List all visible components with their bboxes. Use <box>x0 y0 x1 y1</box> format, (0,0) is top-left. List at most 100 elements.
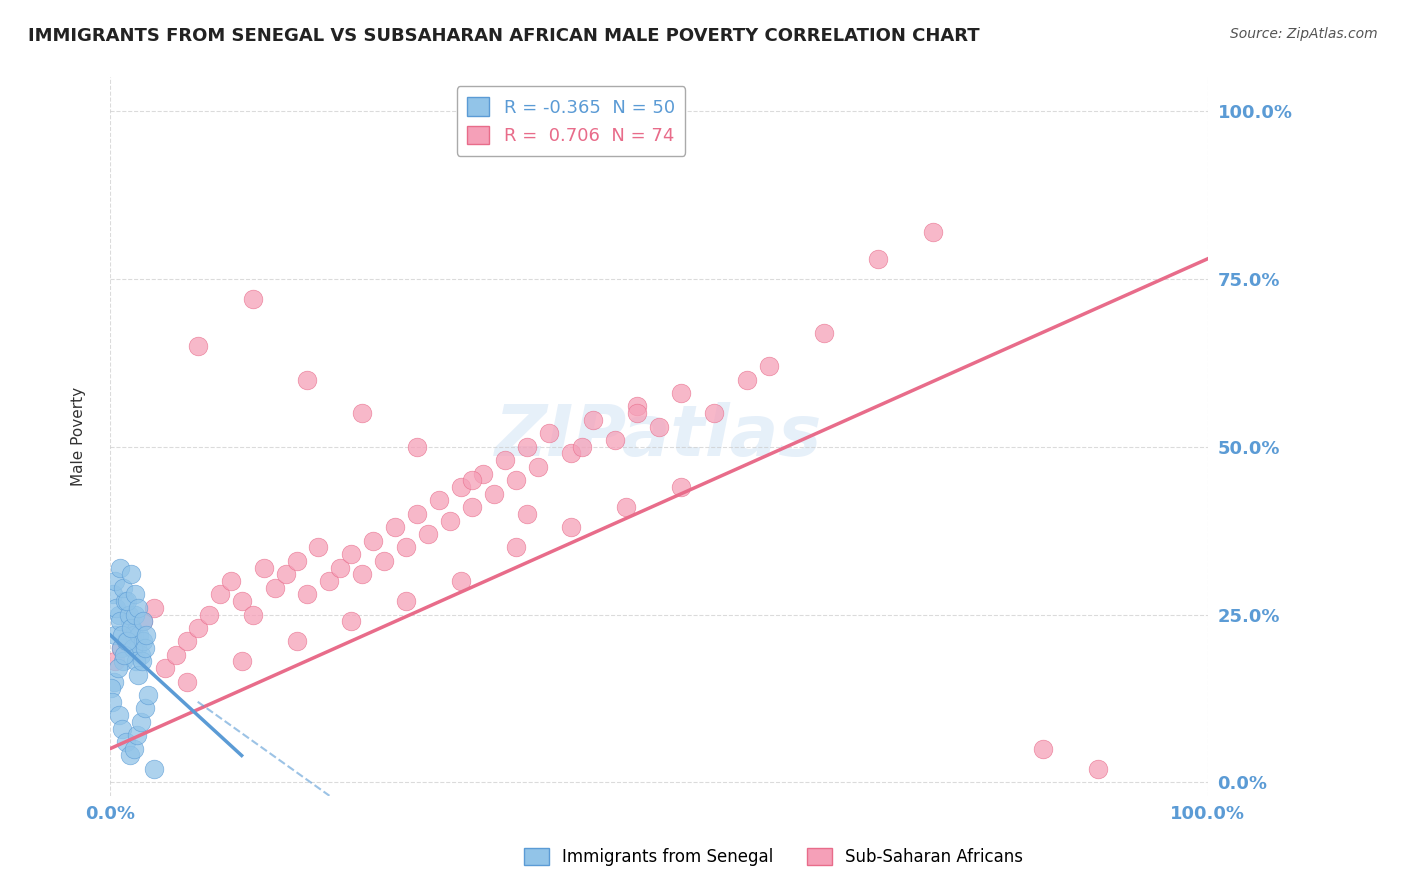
Point <box>516 440 538 454</box>
Point <box>758 359 780 373</box>
Point <box>1087 762 1109 776</box>
Point <box>187 339 209 353</box>
Point <box>603 433 626 447</box>
Point <box>117 594 139 608</box>
Point <box>136 688 159 702</box>
Point <box>111 627 134 641</box>
Point <box>1032 741 1054 756</box>
Point <box>121 621 143 635</box>
Point <box>406 507 429 521</box>
Point <box>406 440 429 454</box>
Point <box>318 574 340 588</box>
Legend: Immigrants from Senegal, Sub-Saharan Africans: Immigrants from Senegal, Sub-Saharan Afr… <box>516 840 1031 875</box>
Point <box>115 735 138 749</box>
Point <box>120 621 142 635</box>
Point <box>118 614 141 628</box>
Point <box>127 728 149 742</box>
Point <box>252 560 274 574</box>
Point <box>626 400 648 414</box>
Point <box>176 674 198 689</box>
Point <box>703 406 725 420</box>
Point <box>482 486 505 500</box>
Point <box>134 701 156 715</box>
Point <box>122 627 145 641</box>
Point <box>187 621 209 635</box>
Point <box>127 668 149 682</box>
Point <box>132 634 155 648</box>
Point <box>308 541 330 555</box>
Point <box>242 292 264 306</box>
Point <box>128 627 150 641</box>
Point <box>120 567 142 582</box>
Point <box>104 655 127 669</box>
Point <box>614 500 637 514</box>
Point <box>231 594 253 608</box>
Point <box>505 473 527 487</box>
Point <box>582 413 605 427</box>
Point <box>101 587 124 601</box>
Point <box>142 762 165 776</box>
Text: Source: ZipAtlas.com: Source: ZipAtlas.com <box>1230 27 1378 41</box>
Point <box>129 714 152 729</box>
Point <box>127 641 149 656</box>
Point <box>418 527 440 541</box>
Text: ZIPatlas: ZIPatlas <box>495 402 823 471</box>
Point <box>505 541 527 555</box>
Point <box>868 252 890 266</box>
Point <box>108 614 131 628</box>
Point <box>142 600 165 615</box>
Point <box>117 634 139 648</box>
Point <box>176 634 198 648</box>
Point <box>111 722 134 736</box>
Point <box>132 614 155 628</box>
Point <box>494 453 516 467</box>
Point <box>395 541 418 555</box>
Point <box>813 326 835 340</box>
Point <box>131 655 153 669</box>
Point <box>153 661 176 675</box>
Point <box>340 547 363 561</box>
Point <box>125 655 148 669</box>
Point <box>461 473 484 487</box>
Point <box>124 587 146 601</box>
Point <box>122 641 145 656</box>
Point <box>527 459 550 474</box>
Point <box>135 627 157 641</box>
Point <box>648 419 671 434</box>
Point <box>297 587 319 601</box>
Point <box>384 520 406 534</box>
Point <box>112 581 135 595</box>
Point <box>329 560 352 574</box>
Point <box>105 600 128 615</box>
Point <box>626 406 648 420</box>
Point <box>100 681 122 696</box>
Point <box>108 560 131 574</box>
Point <box>395 594 418 608</box>
Point <box>107 607 129 622</box>
Point <box>373 554 395 568</box>
Point <box>285 634 308 648</box>
Point <box>122 741 145 756</box>
Point <box>112 655 135 669</box>
Point <box>352 406 374 420</box>
Point <box>560 520 582 534</box>
Point <box>571 440 593 454</box>
Point <box>134 641 156 656</box>
Point <box>104 574 127 588</box>
Point <box>110 641 132 656</box>
Point <box>516 507 538 521</box>
Point <box>219 574 242 588</box>
Point <box>117 607 139 622</box>
Point <box>132 614 155 628</box>
Y-axis label: Male Poverty: Male Poverty <box>72 387 86 486</box>
Point <box>352 567 374 582</box>
Point <box>439 514 461 528</box>
Point <box>231 655 253 669</box>
Point <box>115 634 138 648</box>
Point <box>297 372 319 386</box>
Point <box>427 493 450 508</box>
Legend: R = -0.365  N = 50, R =  0.706  N = 74: R = -0.365 N = 50, R = 0.706 N = 74 <box>457 87 686 156</box>
Point <box>472 467 495 481</box>
Point <box>197 607 219 622</box>
Point <box>110 641 132 656</box>
